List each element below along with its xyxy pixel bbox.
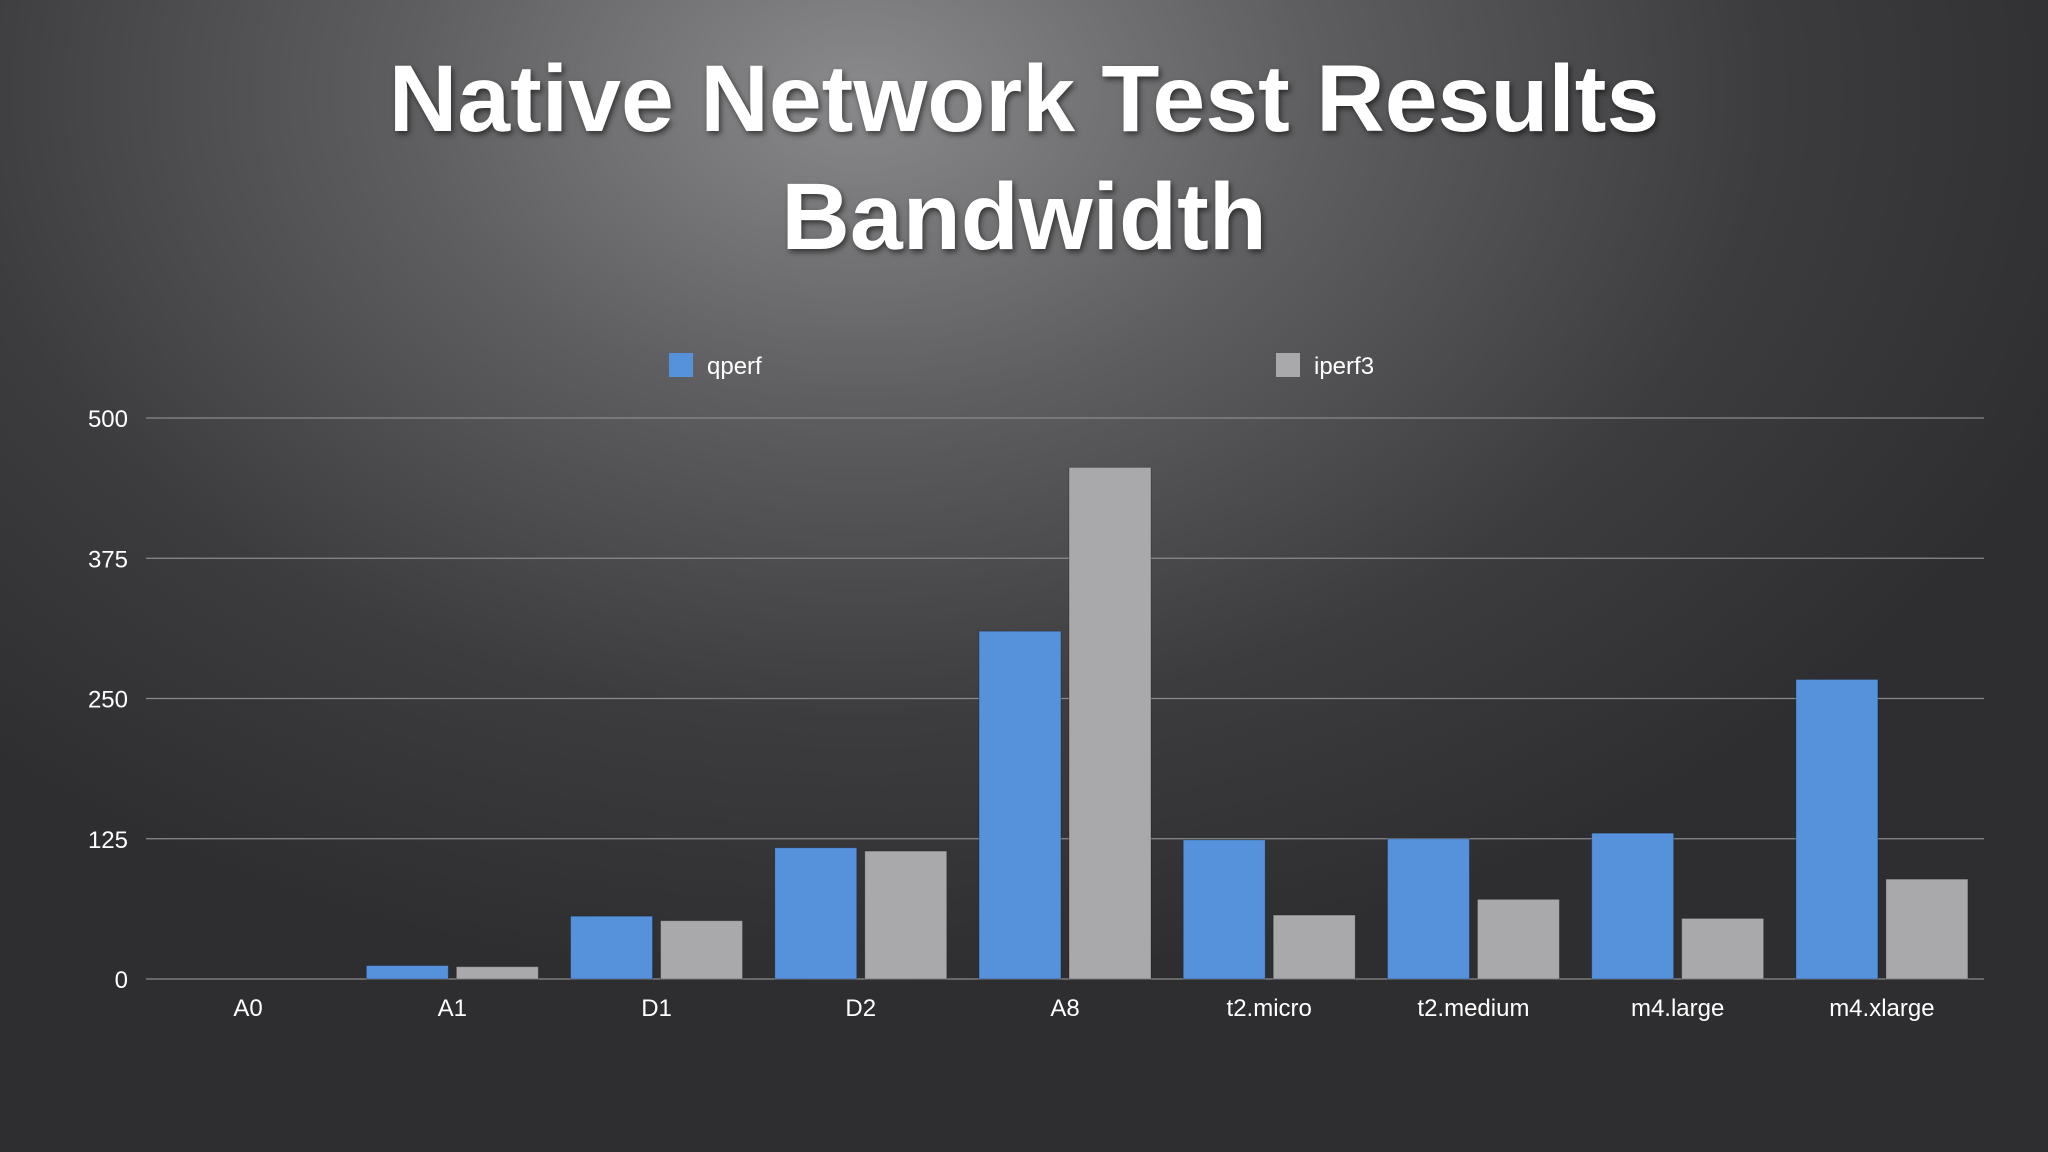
bar-qperf-D1 [570, 915, 654, 980]
y-tick-label: 500 [88, 406, 128, 433]
bar-iperf3-A8 [1068, 466, 1152, 980]
bar-qperf-t2.micro [1182, 839, 1266, 980]
x-tick-label: t2.micro [1227, 995, 1312, 1022]
title-line-1: Native Network Test Results [388, 46, 1660, 152]
x-tick-label: A1 [438, 995, 467, 1022]
bar-iperf3-D2 [864, 850, 948, 980]
bar-qperf-A8 [978, 630, 1062, 980]
y-tick-label: 375 [88, 546, 128, 573]
bar-iperf3-m4.xlarge [1885, 878, 1969, 980]
chart-title: Native Network Test Results Bandwidth [0, 40, 2048, 276]
y-tick-label: 0 [115, 967, 128, 994]
bar-qperf-m4.xlarge [1795, 678, 1879, 980]
x-tick-label: m4.xlarge [1829, 995, 1934, 1022]
bar-iperf3-t2.micro [1272, 914, 1356, 980]
x-tick-label: D2 [845, 995, 876, 1022]
x-tick-label: A0 [233, 995, 262, 1022]
x-tick-label: D1 [641, 995, 672, 1022]
legend-label-qperf: qperf [707, 353, 762, 380]
bar-qperf-m4.large [1591, 832, 1675, 980]
legend-swatch-qperf [669, 353, 693, 377]
bar-qperf-D2 [774, 847, 858, 980]
bar-iperf3-t2.medium [1476, 898, 1560, 980]
title-line-2: Bandwidth [781, 164, 1267, 270]
y-tick-label: 125 [88, 827, 128, 854]
x-tick-label: A8 [1050, 995, 1079, 1022]
bar-iperf3-D1 [660, 920, 744, 980]
x-tick-label: t2.medium [1417, 995, 1529, 1022]
y-tick-label: 250 [88, 687, 128, 714]
bar-qperf-A1 [365, 965, 449, 980]
legend-swatch-iperf3 [1276, 353, 1300, 377]
bar-qperf-t2.medium [1386, 838, 1470, 980]
bar-iperf3-A1 [455, 966, 539, 980]
legend-label-iperf3: iperf3 [1314, 353, 1374, 380]
bar-iperf3-m4.large [1681, 917, 1765, 980]
x-tick-label: m4.large [1631, 995, 1724, 1022]
